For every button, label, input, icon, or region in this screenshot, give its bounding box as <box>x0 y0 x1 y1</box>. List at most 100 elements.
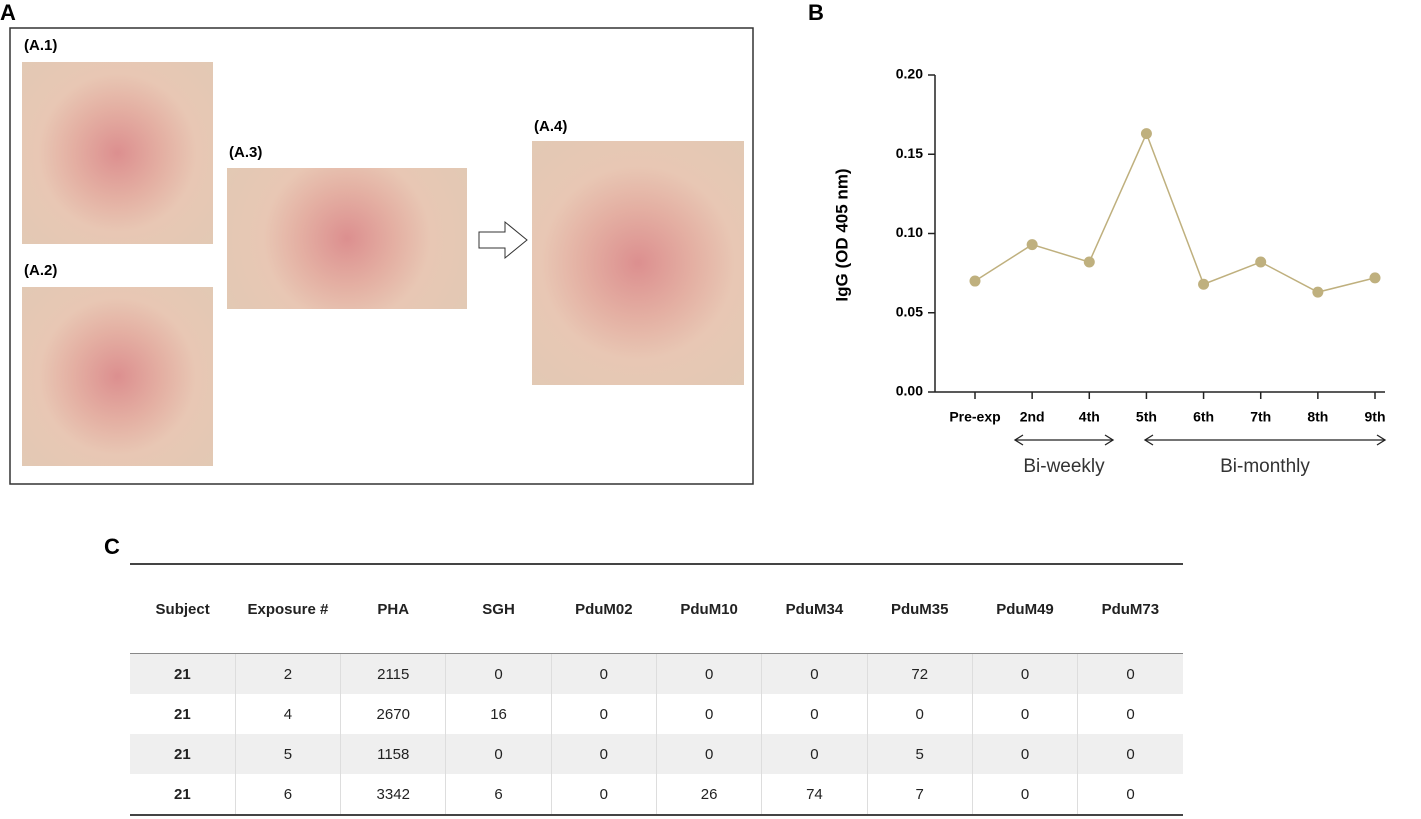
y-tick-label: 0.15 <box>896 145 923 161</box>
table-cell: 21 <box>130 653 236 694</box>
x-tick-label: 6th <box>1193 409 1214 425</box>
table-cell: 72 <box>866 653 973 694</box>
table-cell: 0 <box>655 734 762 774</box>
header-text: PduM73 <box>1101 600 1160 618</box>
photo <box>532 141 744 385</box>
header-cell: PduM10 <box>656 563 762 654</box>
photo-label: (A.4) <box>534 118 567 135</box>
y-tick-label: 0.20 <box>896 66 923 82</box>
table-cell: 0 <box>550 734 657 774</box>
header-cell: Exposure # <box>235 563 341 654</box>
table-cell: 0 <box>550 653 657 694</box>
x-tick-label: 2nd <box>1020 409 1045 425</box>
table-cell: 21 <box>174 705 191 723</box>
table-cell: 0 <box>445 653 552 694</box>
line <box>974 131 1376 293</box>
figure: A B C (A.1) (A.2) (A.3) (A.4) IgG (OD 40… <box>0 0 1387 559</box>
table-row: 21 5 1158 0 0 0 0 5 0 0 <box>130 734 1183 774</box>
table-cell: 6 <box>234 774 341 816</box>
header-text: PduM02 <box>575 600 633 618</box>
table-cell: 4 <box>234 694 341 734</box>
header-text: PduM49 <box>996 600 1054 618</box>
header-text: Subject <box>155 600 210 618</box>
table-cell: 0 <box>761 653 868 694</box>
y-tick-label: 0.00 <box>896 383 923 399</box>
table-row: 21 4 2670 16 0 0 0 0 0 0 <box>130 694 1183 734</box>
header-text: Exposure # <box>247 600 329 618</box>
point <box>1369 272 1381 284</box>
table-cell: 1158 <box>340 734 446 774</box>
point <box>1312 286 1324 298</box>
header-cell: PduM34 <box>761 563 868 654</box>
table-cell: 21 <box>130 774 236 816</box>
photo-label: (A.3) <box>229 144 262 161</box>
table-cell: 74 <box>761 774 868 816</box>
photo <box>22 62 213 244</box>
header-text: PHA <box>377 600 410 618</box>
arrow <box>478 220 528 260</box>
table-cell: 0 <box>761 694 868 734</box>
table-cell: 0 <box>655 653 762 694</box>
table-cell: 0 <box>761 734 868 774</box>
table-cell: 21 <box>130 734 236 774</box>
table-cell: 16 <box>445 694 552 734</box>
point <box>1140 128 1152 140</box>
table-cell: 2 <box>234 653 341 694</box>
table-row: 21 6 3342 6 0 26 74 7 0 0 <box>130 774 1183 816</box>
table-cell: 0 <box>1077 774 1183 816</box>
table-cell: 2115 <box>340 653 446 694</box>
table-cell: 0 <box>1077 734 1183 774</box>
table-cell: 0 <box>866 694 973 734</box>
header-cell: PduM02 <box>551 563 657 654</box>
x-tick-label: 4th <box>1079 409 1100 425</box>
x-tick-label: 9th <box>1365 409 1386 425</box>
x-tick-label: 8th <box>1307 409 1328 425</box>
point <box>1083 256 1095 268</box>
header-text: SGH <box>482 600 515 618</box>
header-text: PduM34 <box>785 600 844 618</box>
header-cell: PHA <box>340 563 446 654</box>
arrow-head <box>1013 434 1115 446</box>
table-cell: 3342 <box>340 774 446 816</box>
table-cell: 0 <box>550 774 657 816</box>
photo <box>227 168 467 309</box>
header-cell: PduM73 <box>1077 563 1183 654</box>
photo-label: (A.1) <box>24 37 57 54</box>
table-cell: 0 <box>550 694 657 734</box>
header-cell: PduM35 <box>867 563 973 654</box>
header-text: PduM10 <box>680 600 738 618</box>
panel-a-frame <box>9 27 754 485</box>
table-cell: 0 <box>971 774 1078 816</box>
panel-label: C <box>104 534 120 559</box>
table-cell: 5 <box>234 734 341 774</box>
table-cell: 7 <box>866 774 973 816</box>
table-cell: 5 <box>866 734 973 774</box>
table-cell: 0 <box>1077 653 1183 694</box>
table-cell: 2670 <box>340 694 446 734</box>
y-tick-label: 0.05 <box>896 303 923 319</box>
table-cell: 26 <box>655 774 762 816</box>
table-cell: 0 <box>655 694 762 734</box>
data-table: Subject Exposure # PHA SGH PduM02 PduM10 PduM3… <box>130 563 1183 816</box>
table-cell: 0 <box>971 734 1078 774</box>
point <box>1255 256 1267 268</box>
photo <box>22 287 213 466</box>
photo-label: (A.2) <box>24 262 57 279</box>
header-text: PduM35 <box>890 600 949 618</box>
annotation: Bi-weekly <box>1023 456 1105 477</box>
y-axis-label: IgG (OD 405 nm) <box>832 168 851 301</box>
x-tick-label: 5th <box>1136 409 1157 425</box>
table-cell: 0 <box>971 653 1078 694</box>
point <box>1198 278 1210 290</box>
table-cell: 0 <box>445 734 552 774</box>
header-cell: Subject <box>130 563 236 654</box>
panel-label: B <box>808 0 824 25</box>
table-row: 21 2 2115 0 0 0 0 72 0 0 <box>130 653 1183 694</box>
point <box>969 275 981 287</box>
table-cell: 0 <box>971 694 1078 734</box>
header-cell: SGH <box>445 563 552 654</box>
arrow-head <box>1143 434 1387 446</box>
header-cell: PduM49 <box>972 563 1078 654</box>
panel-label: A <box>0 0 16 25</box>
